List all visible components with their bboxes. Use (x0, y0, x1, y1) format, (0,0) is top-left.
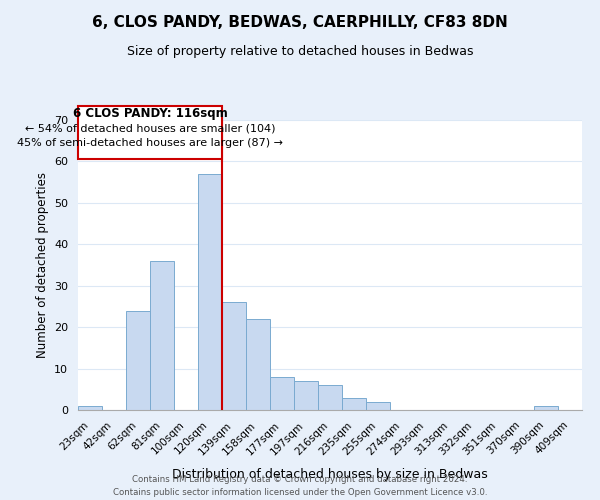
Bar (318, 385, 342, 410)
Bar (198, 174, 222, 410)
Bar (126, 310, 150, 410)
Text: 6 CLOS PANDY: 116sqm: 6 CLOS PANDY: 116sqm (73, 108, 227, 120)
Bar (270, 377, 294, 410)
Text: 45% of semi-detached houses are larger (87) →: 45% of semi-detached houses are larger (… (17, 138, 283, 148)
Text: Contains HM Land Registry data © Crown copyright and database right 2024.: Contains HM Land Registry data © Crown c… (132, 476, 468, 484)
Text: Contains public sector information licensed under the Open Government Licence v3: Contains public sector information licen… (113, 488, 487, 497)
Bar (222, 302, 246, 410)
Text: 6, CLOS PANDY, BEDWAS, CAERPHILLY, CF83 8DN: 6, CLOS PANDY, BEDWAS, CAERPHILLY, CF83 … (92, 15, 508, 30)
Text: Size of property relative to detached houses in Bedwas: Size of property relative to detached ho… (127, 45, 473, 58)
Y-axis label: Number of detached properties: Number of detached properties (35, 172, 49, 358)
Bar (294, 381, 318, 410)
Bar (150, 261, 174, 410)
FancyBboxPatch shape (78, 106, 222, 160)
Text: ← 54% of detached houses are smaller (104): ← 54% of detached houses are smaller (10… (25, 124, 275, 134)
Bar (78, 406, 102, 410)
Bar (246, 319, 270, 410)
X-axis label: Distribution of detached houses by size in Bedwas: Distribution of detached houses by size … (172, 468, 488, 480)
Bar (534, 406, 558, 410)
Bar (366, 402, 390, 410)
Bar (342, 398, 366, 410)
